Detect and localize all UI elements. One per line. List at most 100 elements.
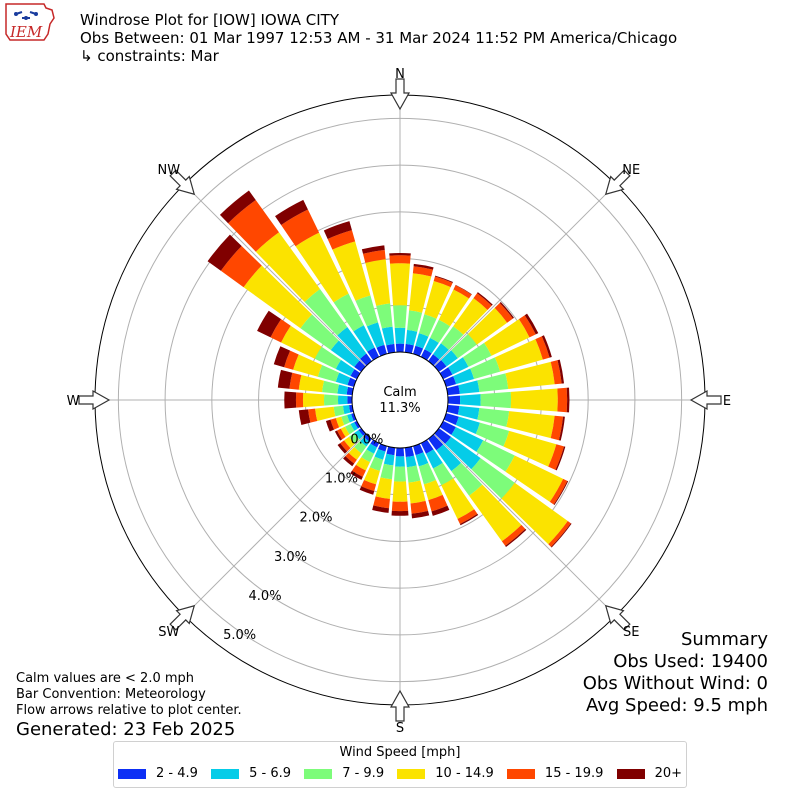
windrose-bar-segment: [405, 329, 418, 346]
windrose-bar-segment: [348, 447, 362, 460]
windrose-bar-segment: [330, 340, 360, 368]
windrose-bar-segment: [549, 478, 568, 505]
summary-avg-speed: Avg Speed: 9.5 mph: [586, 695, 768, 716]
windrose-bar-segment: [412, 266, 433, 277]
windrose-bar-segment: [505, 455, 564, 502]
windrose-bar-segment: [424, 337, 439, 354]
legend-item: 7 - 9.9: [304, 766, 384, 781]
windrose-bar-segment: [445, 436, 481, 470]
windrose-bar-segment: [404, 343, 414, 354]
windrose-bar-segment: [424, 280, 451, 319]
windrose-bar-segment: [433, 276, 453, 288]
windrose-bar-segment: [366, 443, 378, 454]
windrose-bar-segment: [386, 446, 396, 456]
windrose-bar-segment: [355, 295, 379, 327]
windrose-bar-segment: [275, 199, 308, 226]
windrose-bar-segment: [359, 486, 375, 495]
windrose-bar-segment: [439, 367, 453, 380]
windrose-bar-segment: [392, 481, 408, 502]
windrose-bar-segment: [455, 284, 472, 295]
windrose-bar-segment: [363, 434, 372, 442]
windrose-bar-segment: [555, 446, 566, 471]
windrose-bar-segment: [383, 453, 395, 466]
windrose-bar-segment: [348, 432, 360, 444]
windrose-bar-segment: [255, 232, 320, 302]
windrose-bar-segment: [332, 241, 371, 301]
compass-label: SE: [623, 625, 639, 640]
windrose-bar-segment: [404, 446, 415, 458]
windrose-bar-segment: [395, 343, 405, 353]
windrose-bar-segment: [550, 360, 562, 385]
windrose-bar-segment: [393, 305, 407, 328]
radial-tick-label: 2.0%: [299, 511, 332, 526]
windrose-bar-segment: [386, 343, 396, 354]
flow-arrow-icon: [78, 389, 111, 411]
legend-label: 20+: [654, 766, 682, 781]
windrose-bar-segment: [395, 447, 405, 457]
windrose-bar-segment: [518, 315, 536, 338]
legend-item: 2 - 4.9: [118, 766, 198, 781]
windrose-bar-segment: [341, 414, 350, 426]
windrose-bar-segment: [330, 418, 340, 430]
windrose-bar-segment: [389, 263, 411, 306]
windrose-bar-segment: [353, 325, 375, 352]
windrose-bar-segment: [308, 408, 318, 423]
windrose-bar-segment: [298, 409, 311, 425]
windrose-bar-segment: [462, 342, 492, 367]
legend-swatch: [211, 768, 240, 779]
windrose-bar-segment: [428, 434, 444, 451]
windrose-bar-segment: [434, 275, 454, 283]
windrose-bar-segment: [340, 440, 351, 452]
legend-label: 15 - 19.9: [544, 766, 604, 781]
windrose-bar-segment: [418, 314, 437, 337]
chart-subtitle-constraints: ↳ constraints: Mar: [80, 47, 219, 65]
windrose-bar-segment: [327, 230, 356, 250]
windrose-bar-segment: [220, 246, 262, 288]
windrose-bar-segment: [374, 448, 386, 460]
windrose-bar-segment: [451, 462, 483, 496]
legend-swatch: [118, 768, 146, 779]
flow-arrows-note: Flow arrows relative to plot center.: [16, 703, 242, 718]
legend-label: 2 - 4.9: [156, 766, 198, 781]
windrose-bar-segment: [354, 441, 367, 454]
windrose-bar-segment: [566, 387, 570, 413]
windrose-bar-segment: [501, 524, 526, 546]
windrose-bar-segment: [281, 325, 322, 359]
calm-note: Calm values are < 2.0 mph: [16, 671, 195, 686]
windrose-bar-segment: [284, 391, 297, 409]
generated-date: Generated: 23 Feb 2025: [16, 719, 236, 740]
windrose-bar-segment: [425, 449, 443, 469]
windrose-bar-segment: [553, 480, 569, 505]
windrose-bar-segment: [423, 480, 443, 501]
windrose-bar-segment: [453, 298, 488, 335]
angular-gridline: [183, 433, 367, 617]
radial-tick-label: 0.0%: [350, 432, 383, 447]
flow-arrow-icon: [169, 169, 196, 196]
windrose-bar-segment: [345, 423, 355, 435]
windrose-bar-segment: [340, 426, 350, 437]
compass-label: SW: [158, 625, 179, 640]
windrose-bar-segment: [408, 480, 426, 504]
radial-tick-label: 1.0%: [325, 471, 358, 486]
windrose-bar-segment: [304, 289, 348, 336]
windrose-bar-segment: [524, 313, 539, 335]
flow-arrow-icon: [169, 604, 196, 631]
windrose-bar-segment: [381, 326, 395, 346]
windrose-bar-segment: [344, 436, 355, 449]
windrose-bar-segment: [350, 422, 358, 431]
legend-title: Wind Speed [mph]: [339, 745, 461, 760]
windrose-bar-segment: [420, 439, 434, 454]
windrose-bar-segment: [441, 350, 458, 367]
windrose-bar-segment: [441, 478, 475, 519]
windrose-bar-segment: [505, 361, 555, 390]
windrose-bar-segment: [541, 335, 552, 358]
windrose-bar-segment: [494, 339, 543, 372]
windrose-bar-segment: [469, 484, 522, 542]
windrose-bar-segment: [484, 319, 530, 356]
chart-title: Windrose Plot for [IOW] IOWA CITY: [80, 11, 339, 29]
windrose-bar-segment: [550, 523, 572, 548]
windrose-bar-segment: [548, 521, 571, 547]
windrose-bar-segment: [443, 376, 457, 387]
windrose-bar-segment: [439, 420, 456, 435]
windrose-bar-segment: [391, 510, 409, 516]
